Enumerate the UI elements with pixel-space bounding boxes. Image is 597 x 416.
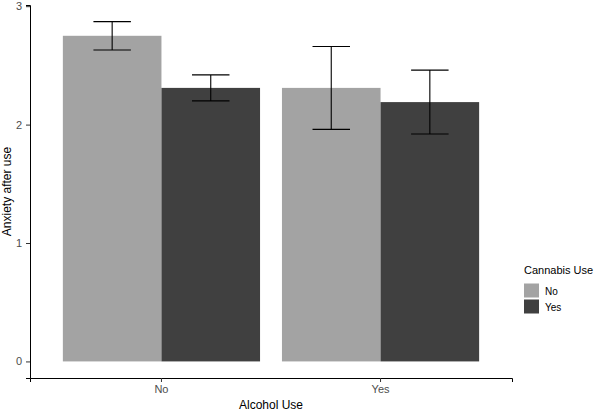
bar (381, 102, 480, 361)
tick: 0 (16, 355, 30, 367)
tick-mark (26, 6, 30, 7)
bar (63, 36, 162, 362)
bar (161, 88, 260, 362)
legend-label: Yes (545, 302, 561, 313)
tick-label: 3 (16, 0, 22, 12)
tick-label: Yes (372, 383, 390, 395)
tick-mark (26, 125, 30, 126)
y-axis: 0 1 2 3 (16, 0, 31, 378)
x-axis-title: Alcohol Use (239, 398, 303, 412)
legend-swatch (524, 300, 539, 314)
tick: 1 (16, 237, 30, 249)
error-bar (313, 46, 350, 129)
tick-mark (26, 243, 30, 244)
tick-label: 0 (16, 355, 22, 367)
tick: Yes (372, 378, 390, 395)
series (63, 36, 381, 362)
axis-line (31, 379, 513, 383)
tick: No (154, 378, 168, 395)
chart: 0 1 2 3 No Yes Alcohol Use Anxiety after use Can… (0, 0, 597, 416)
tick-mark (380, 378, 381, 382)
x-axis: No Yes (31, 378, 513, 395)
tick-label: No (154, 383, 168, 395)
tick-label: 2 (16, 119, 22, 131)
legend: Cannabis Use No Yes (524, 264, 593, 314)
legend-label: No (545, 286, 558, 297)
tick: 3 (16, 0, 30, 12)
tick-label: 1 (16, 237, 22, 249)
plot: 0 1 2 3 No Yes (16, 0, 513, 395)
tick-mark (161, 378, 162, 382)
error-bar (93, 22, 130, 50)
marks (63, 22, 479, 362)
axis-line (26, 6, 31, 379)
error-bar (411, 70, 448, 134)
error-bar (192, 75, 229, 101)
tick-mark (26, 361, 30, 362)
legend-swatch (524, 284, 539, 298)
legend-title: Cannabis Use (524, 264, 593, 276)
y-axis-title: Anxiety after use (0, 146, 14, 236)
tick: 2 (16, 119, 30, 131)
